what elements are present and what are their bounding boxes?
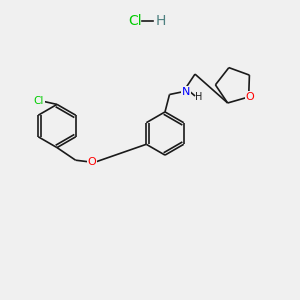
Text: Cl: Cl [128,14,142,28]
Text: O: O [88,157,97,167]
Text: Cl: Cl [34,96,44,106]
Text: H: H [195,92,202,103]
Text: N: N [182,87,190,97]
Text: O: O [246,92,254,102]
Text: H: H [155,14,166,28]
